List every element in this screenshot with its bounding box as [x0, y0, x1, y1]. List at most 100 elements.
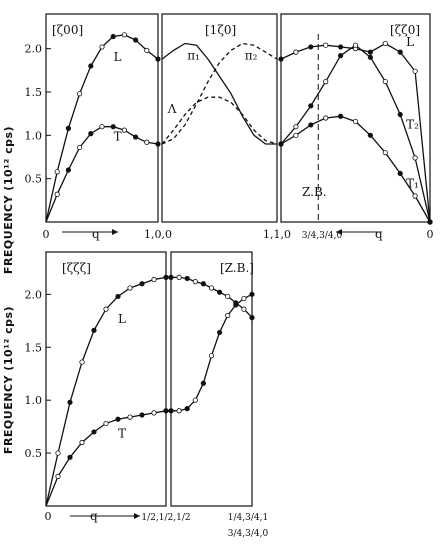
series-label-top-2-0: L [406, 35, 414, 49]
series-label-top-0-0: L [114, 50, 122, 64]
top-x-tick-110: 1,1,0 [263, 228, 291, 241]
data-point-top-2-1-5 [352, 42, 359, 48]
data-point-bot-1-1-5 [208, 353, 215, 359]
data-point-top-0-1-1 [54, 191, 60, 197]
series-label-bot-0-1: T [118, 426, 126, 440]
top-arrow-label-1: q [92, 227, 100, 241]
series-label-top-1-1: π₂ [245, 48, 258, 62]
data-point-bot-0-0-6 [115, 293, 121, 300]
data-point-top-2-1-1 [293, 124, 299, 130]
top-x-tick-end: 0 [427, 228, 434, 241]
data-point-top-2-0-9 [412, 68, 418, 74]
series-label-top-0-1: T [114, 130, 122, 144]
data-point-top-2-0-0 [278, 56, 284, 62]
data-point-top-2-1-9 [412, 155, 418, 161]
data-point-bot-1-0-9 [241, 306, 247, 312]
panel-title-zetazeta0: [ζζ0] [390, 23, 420, 37]
panel-frame-1zeta0 [161, 13, 278, 223]
series-label-top-2-2: T₁ [406, 176, 419, 190]
data-point-bot-0-1-8 [139, 412, 145, 418]
data-point-bot-1-1-7 [225, 312, 231, 319]
data-point-top-0-0-3 [77, 91, 83, 97]
panel-title-zetazetazeta: [ζζζ] [62, 261, 91, 275]
data-point-bot-1-0-5 [208, 285, 215, 291]
q-arrowhead-top-1 [336, 229, 342, 235]
data-point-bot-1-0-2 [184, 275, 190, 282]
y-tick-label-bot-0: 0.5 [25, 447, 43, 460]
data-point-bot-0-1-5 [103, 420, 109, 427]
data-point-bot-1-1-8 [233, 302, 239, 308]
data-point-top-2-1-2 [308, 103, 314, 109]
data-point-top-0-1-9 [144, 139, 150, 145]
series-line-top-1-0 [161, 42, 277, 145]
y-tick-label-top-2: 1.5 [25, 86, 43, 99]
data-point-top-0-0-4 [88, 63, 94, 69]
data-point-top-2-0-7 [382, 40, 388, 47]
data-point-top-2-1-3 [323, 79, 329, 85]
data-point-bot-0-1-2 [67, 454, 73, 460]
data-point-bot-1-0-4 [200, 281, 206, 287]
panel-title-1zeta0: [1ζ0] [205, 23, 236, 37]
panel-frame-zetazetazeta [45, 251, 167, 507]
data-point-top-2-2-6 [367, 132, 373, 138]
data-point-top-2-1-4 [337, 52, 344, 59]
data-point-bot-1-1-0 [168, 408, 174, 414]
series-line-top-2-2 [280, 115, 431, 223]
data-point-top-0-1-10 [155, 141, 161, 147]
data-point-bot-0-0-7 [127, 285, 133, 291]
data-point-top-0-1-8 [133, 134, 139, 140]
bottom-x-tick-half: 1/2,1/2,1/2 [141, 513, 190, 523]
series-line-bot-1-0 [171, 276, 253, 319]
bottom-y-axis-label: FREQUENCY (10¹² cps) [2, 306, 15, 454]
data-point-top-2-0-6 [367, 49, 373, 55]
data-point-top-0-0-5 [99, 44, 105, 50]
data-point-bot-0-1-7 [127, 414, 133, 420]
y-tick-label-top-0: 0.5 [25, 173, 43, 186]
data-point-bot-1-0-3 [192, 279, 198, 285]
y-tick-label-bot-2: 1.5 [25, 341, 43, 354]
series-label-top-1-2: Λ [167, 102, 177, 116]
data-point-bot-0-1-6 [115, 416, 121, 422]
data-point-bot-0-0-5 [103, 306, 109, 312]
data-point-top-2-2-1 [293, 132, 299, 138]
data-point-top-2-2-2 [308, 122, 314, 128]
data-point-top-0-1-4 [88, 131, 94, 137]
q-arrowhead-top-0 [112, 229, 118, 235]
data-point-top-0-1-6 [110, 124, 116, 130]
zone-boundary-label: Z.B. [302, 185, 327, 199]
y-tick-label-top-1: 1.0 [25, 129, 43, 142]
y-tick-label-bot-3: 2.0 [25, 288, 43, 301]
data-point-top-0-0-2 [65, 125, 72, 131]
data-point-top-2-2-3 [323, 115, 329, 121]
data-point-top-0-0-1 [54, 169, 60, 175]
data-point-bot-0-0-8 [139, 281, 145, 287]
series-line-top-1-2 [161, 96, 278, 145]
data-point-top-0-0-9 [144, 47, 150, 54]
data-point-top-0-0-8 [133, 37, 139, 43]
data-point-top-2-2-0 [278, 141, 284, 147]
chart-marks: 0.5 1.0 1.5 2.0 L Tπ₁ π₂ Λ L T₂ T₁ 0.5 1.0 1.5 2.0 L T [25, 32, 433, 519]
data-point-bot-0-1-1 [55, 473, 61, 479]
bottom-x-tick-origin: 0 [45, 510, 52, 523]
data-point-bot-1-0-6 [217, 289, 223, 295]
data-point-top-2-2-7 [382, 150, 388, 156]
data-point-top-2-2-5 [352, 118, 359, 125]
data-point-top-2-1-7 [382, 79, 388, 85]
data-point-bot-0-0-3 [79, 359, 85, 365]
data-point-top-2-0-2 [308, 44, 314, 50]
series-line-bot-1-1 [171, 293, 253, 412]
data-point-bot-1-0-0 [168, 274, 174, 280]
q-arrowhead-bot-0 [134, 513, 140, 519]
data-point-bot-0-1-10 [163, 408, 169, 414]
data-point-top-0-0-10 [155, 56, 161, 62]
data-point-top-0-0-7 [121, 32, 128, 38]
y-tick-label-bot-1: 1.0 [25, 394, 43, 407]
data-point-top-2-0-1 [293, 49, 299, 55]
data-point-top-2-0-3 [323, 42, 329, 48]
data-point-bot-1-0-1 [176, 274, 182, 280]
data-point-bot-1-0-7 [225, 293, 231, 300]
data-point-top-2-0-8 [397, 49, 403, 55]
panel-frame-zetazeta0 [280, 13, 431, 223]
